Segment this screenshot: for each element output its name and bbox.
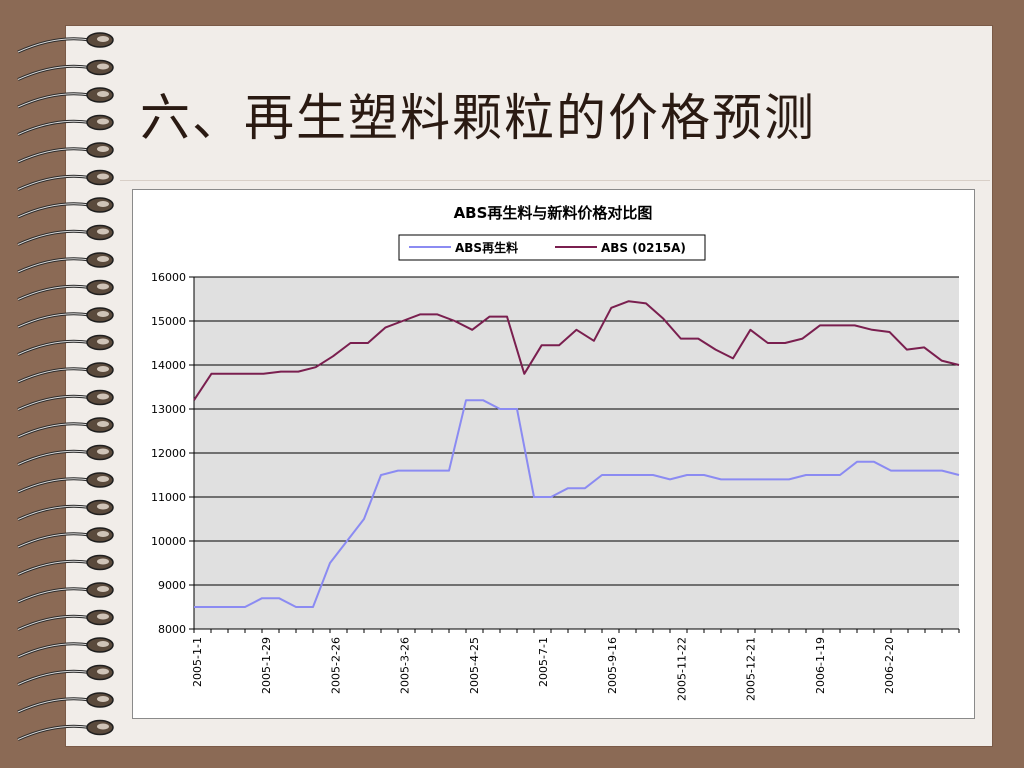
- y-tick-label: 14000: [151, 359, 186, 372]
- binding-ring: [17, 334, 114, 356]
- x-tick-label: 2005-12-21: [745, 637, 758, 701]
- binding-ring: [17, 279, 114, 301]
- binding-ring: [17, 32, 114, 54]
- y-tick-label: 11000: [151, 491, 186, 504]
- y-tick-label: 10000: [151, 535, 186, 548]
- price-comparison-chart: ABS再生料与新料价格对比图 ABS再生料 ABS (0215A) 8000 90…: [151, 204, 960, 701]
- binding-ring: [17, 609, 114, 631]
- binding-ring: [17, 142, 114, 164]
- binding-ring: [17, 224, 114, 246]
- x-tick-label: 2006-2-20: [883, 637, 896, 694]
- x-tick-label: 2005-11-22: [675, 637, 688, 701]
- binding-ring: [17, 197, 114, 219]
- chart-legend: ABS再生料 ABS (0215A): [398, 234, 706, 261]
- binding-ring: [17, 527, 114, 549]
- y-tick-label: 9000: [158, 579, 186, 592]
- binding-ring: [17, 362, 114, 384]
- binding-ring: [17, 307, 114, 329]
- y-tick-label: 12000: [151, 447, 186, 460]
- binding-ring: [17, 114, 114, 136]
- series-line-recycled: [194, 399, 960, 608]
- binding-ring: [17, 637, 114, 659]
- plot-area: 8000 9000 10000 11000 12000 13000 14000 15000 16…: [151, 271, 960, 701]
- legend-label-new: ABS (0215A): [601, 241, 686, 255]
- binding-ring: [17, 389, 114, 411]
- slide-title: 六、再生塑料颗粒的价格预测: [140, 89, 816, 147]
- binding-ring: [17, 169, 114, 191]
- binding-ring: [17, 499, 114, 521]
- binding-ring: [17, 252, 114, 274]
- title-divider: [120, 180, 990, 181]
- x-tick-label: 2006-1-19: [814, 637, 827, 694]
- binding-ring: [17, 692, 114, 714]
- series-line-new: [193, 300, 960, 401]
- binding-ring: [17, 87, 114, 109]
- x-tick-label: 2005-4-25: [468, 637, 481, 694]
- x-tick-label: 2005-7-1: [537, 637, 550, 687]
- legend-label-recycled: ABS再生料: [455, 240, 518, 255]
- chart-container: ABS再生料与新料价格对比图 ABS再生料 ABS (0215A) 8000 90…: [132, 189, 975, 719]
- binding-ring: [17, 664, 114, 686]
- x-tick-label: 2005-3-26: [399, 637, 412, 694]
- y-tick-label: 15000: [151, 315, 186, 328]
- binding-ring: [17, 554, 114, 576]
- x-tick-label: 2005-1-29: [260, 637, 273, 694]
- x-tick-label: 2005-9-16: [606, 637, 619, 694]
- binding-ring: [17, 472, 114, 494]
- y-tick-label: 8000: [158, 623, 186, 636]
- y-tick-label: 13000: [151, 403, 186, 416]
- binding-ring: [17, 59, 114, 81]
- binding-ring: [17, 719, 114, 741]
- binding-ring: [17, 444, 114, 466]
- binding-ring: [17, 582, 114, 604]
- y-tick-label: 16000: [151, 271, 186, 284]
- spiral-binding-icon: [17, 32, 114, 741]
- x-tick-label: 2005-2-26: [329, 637, 342, 694]
- chart-title: ABS再生料与新料价格对比图: [454, 204, 653, 222]
- binding-ring: [17, 417, 114, 439]
- x-tick-label: 2005-1-1: [191, 637, 204, 687]
